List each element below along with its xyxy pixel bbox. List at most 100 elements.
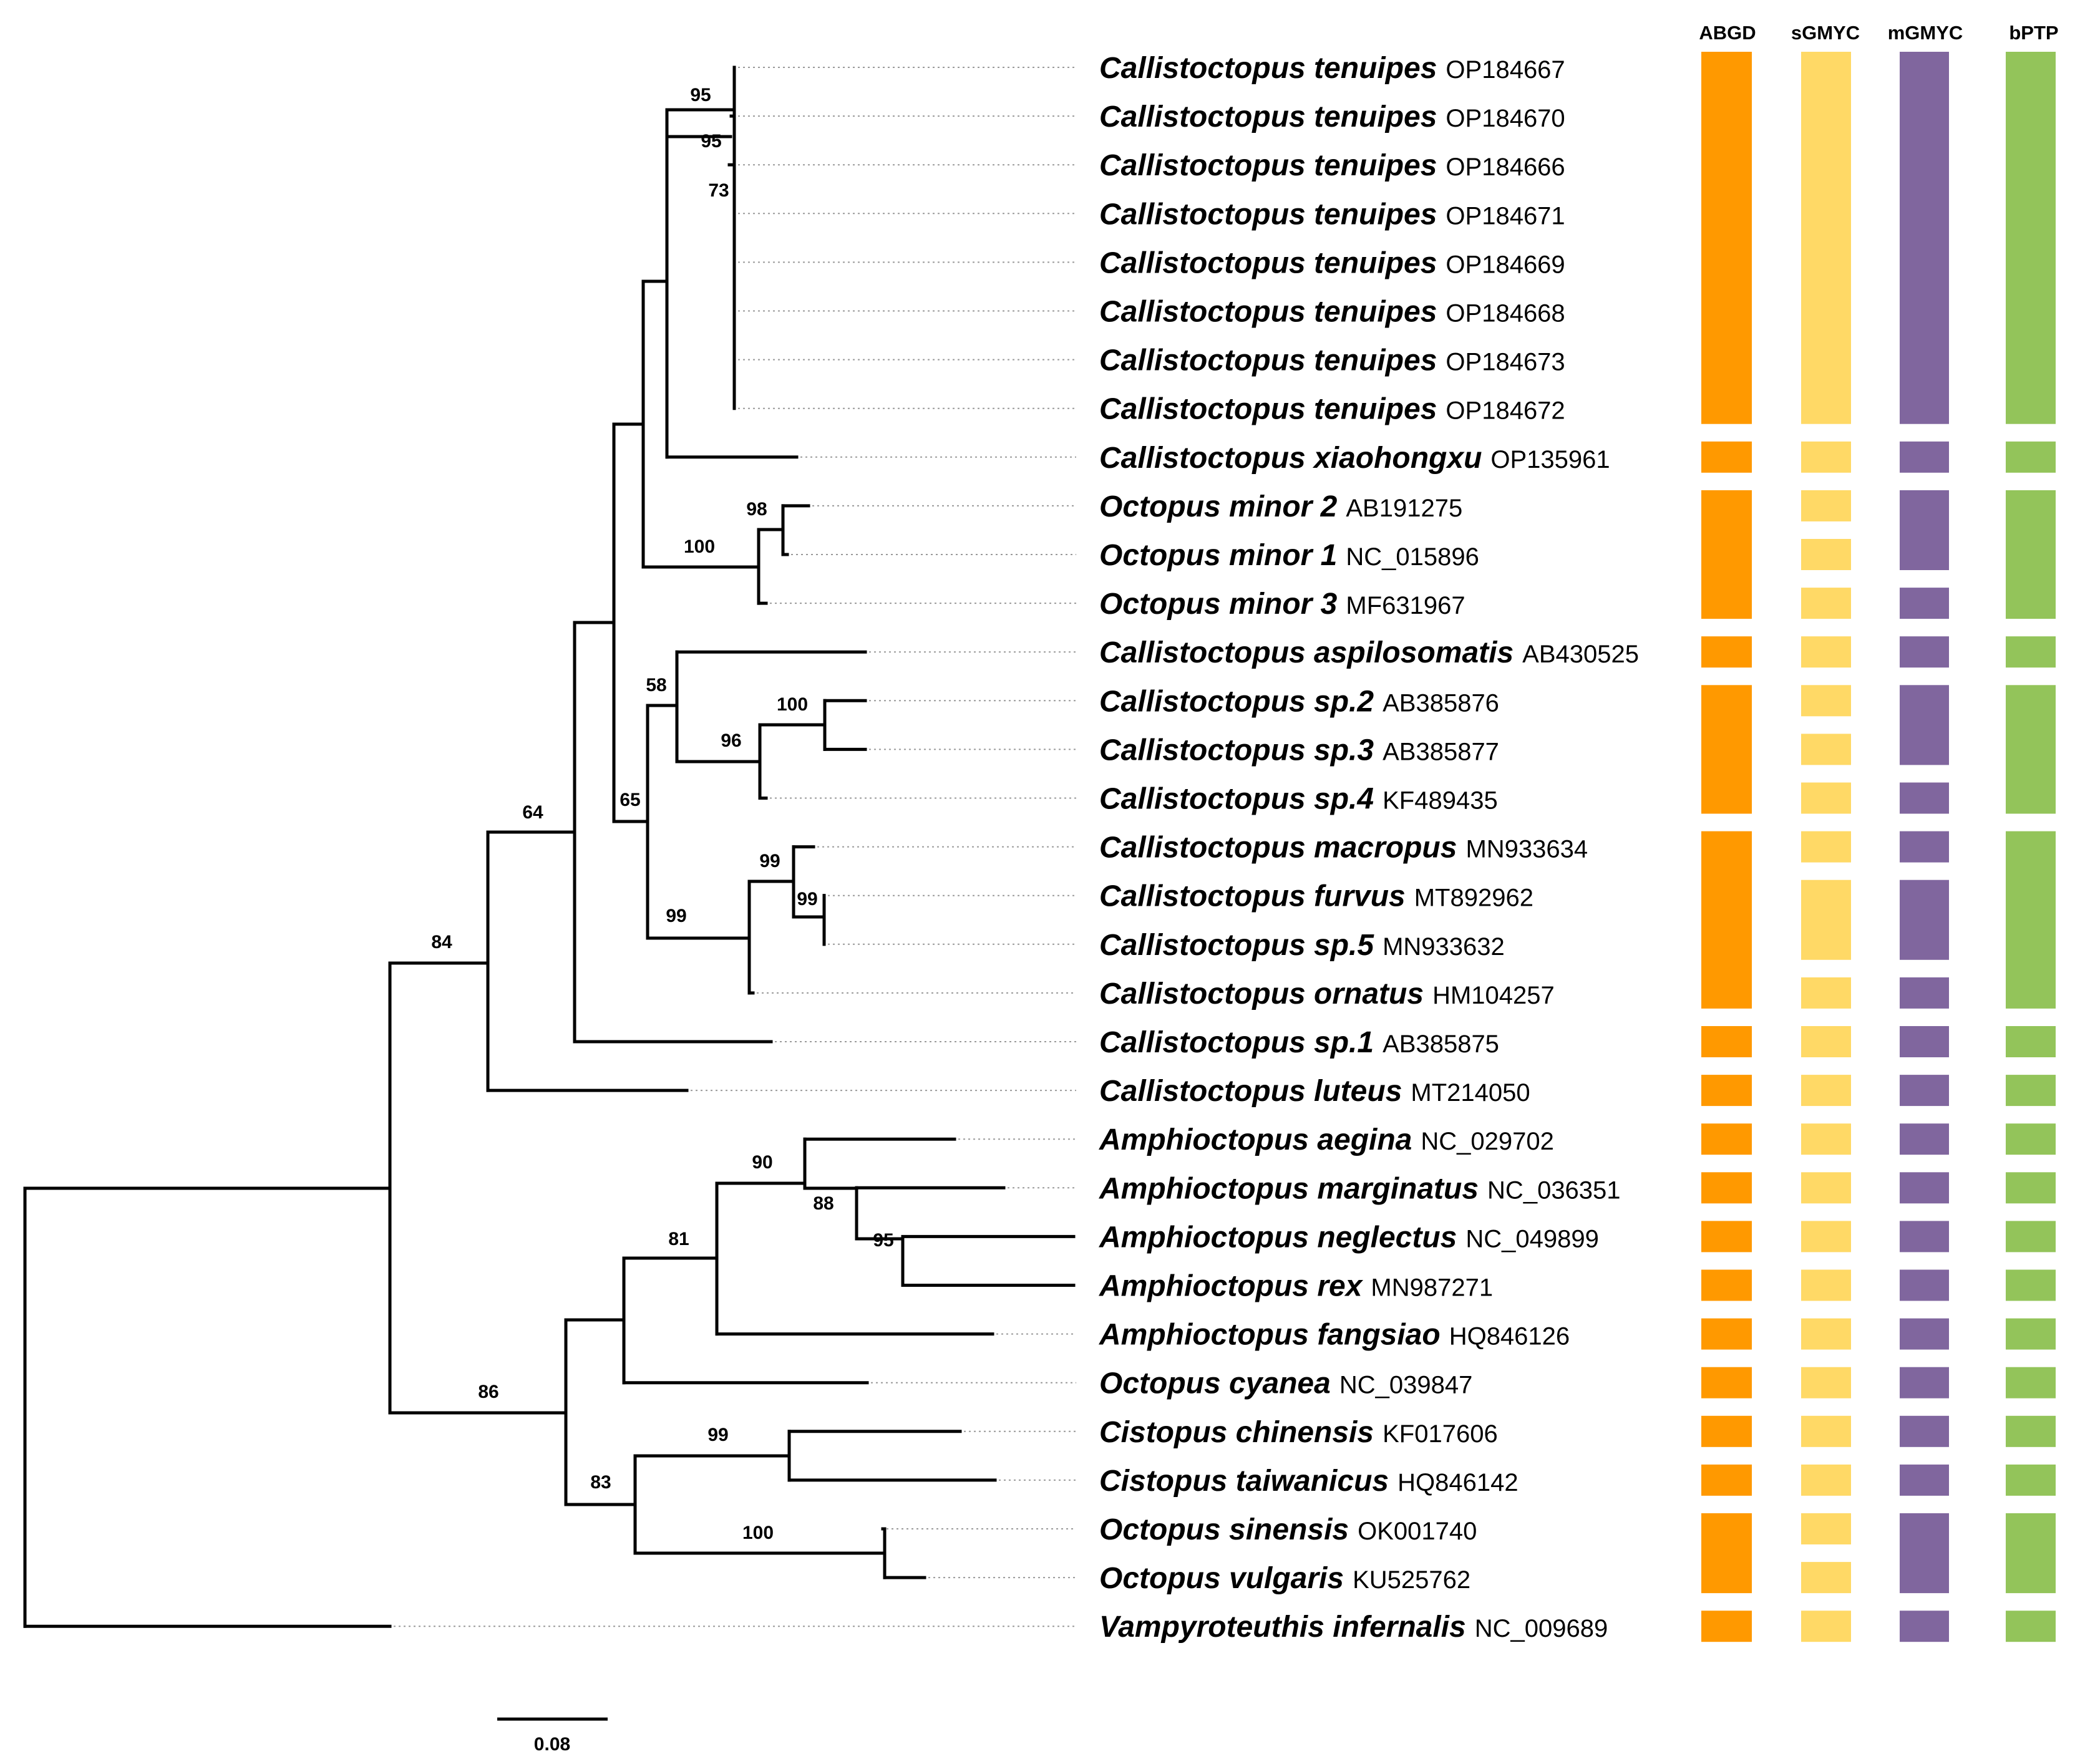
tip-species-name: Callistoctopus sp.5: [1099, 929, 1374, 962]
tip-accession: MF631967: [1346, 592, 1465, 619]
mgmyc-species-bar: [1900, 1172, 1949, 1204]
tip-species-name: Callistoctopus sp.4: [1099, 783, 1374, 816]
tip-accession: KF017606: [1383, 1420, 1498, 1448]
tip-species-name: Amphioctopus aegina: [1099, 1123, 1412, 1156]
sgmyc-species-bar: [1801, 636, 1851, 668]
tip-label: Amphioctopus marginatus NC_036351: [1099, 1172, 1621, 1205]
mgmyc-species-bar: [1900, 1513, 1949, 1594]
tip-accession: MN933632: [1383, 933, 1505, 961]
abgd-species-bar: [1701, 1026, 1752, 1057]
delimitation-bars: [1701, 52, 2056, 1642]
tip-species-name: Callistoctopus xiaohongxu: [1099, 442, 1482, 475]
tip-accession: OP184673: [1446, 349, 1565, 376]
tip-accession: HM104257: [1432, 982, 1555, 1009]
tip-label: Callistoctopus sp.5 MN933632: [1099, 929, 1505, 962]
tip-species-name: Callistoctopus tenuipes: [1099, 100, 1437, 133]
mgmyc-species-bar: [1900, 782, 1949, 814]
abgd-species-bar: [1701, 1415, 1752, 1447]
column-header-sgmyc: sGMYC: [1791, 22, 1860, 44]
tip-label: Callistoctopus tenuipes OP184668: [1099, 296, 1565, 329]
support-value: 84: [431, 932, 452, 952]
tip-species-name: Octopus minor 3: [1099, 588, 1338, 621]
support-value: 88: [813, 1193, 833, 1214]
sgmyc-species-bar: [1801, 831, 1851, 863]
tip-accession: AB191275: [1346, 495, 1462, 522]
bptp-species-bar: [2006, 441, 2056, 473]
tip-label: Callistoctopus sp.1 AB385875: [1099, 1026, 1499, 1059]
sgmyc-species-bar: [1801, 880, 1851, 960]
bptp-species-bar: [2006, 831, 2056, 1009]
support-value: 100: [684, 536, 715, 557]
support-value: 95: [701, 131, 721, 152]
mgmyc-species-bar: [1900, 1318, 1949, 1350]
sgmyc-species-bar: [1801, 782, 1851, 814]
sgmyc-species-bar: [1801, 1026, 1851, 1057]
tip-accession: OK001740: [1358, 1518, 1477, 1545]
mgmyc-species-bar: [1900, 1075, 1949, 1107]
mgmyc-species-bar: [1900, 52, 1949, 424]
tip-accession: AB385876: [1383, 689, 1499, 717]
tip-label: Amphioctopus rex MN987271: [1099, 1270, 1493, 1303]
tip-label: Callistoctopus xiaohongxu OP135961: [1099, 442, 1610, 475]
tip-accession: NC_039847: [1339, 1372, 1473, 1399]
tip-accession: HQ846142: [1397, 1469, 1518, 1496]
abgd-species-bar: [1701, 1611, 1752, 1642]
abgd-species-bar: [1701, 685, 1752, 814]
tip-label: Callistoctopus furvus MT892962: [1099, 880, 1533, 913]
sgmyc-species-bar: [1801, 490, 1851, 521]
abgd-species-bar: [1701, 1123, 1752, 1155]
tip-label: Callistoctopus aspilosomatis AB430525: [1099, 636, 1639, 669]
abgd-species-bar: [1701, 1075, 1752, 1107]
tip-accession: AB385877: [1383, 738, 1499, 765]
tip-accession: NC_036351: [1487, 1176, 1621, 1204]
tip-accession: NC_009689: [1475, 1615, 1608, 1642]
bptp-species-bar: [2006, 1075, 2056, 1107]
support-value: 100: [742, 1523, 774, 1543]
sgmyc-species-bar: [1801, 441, 1851, 473]
tip-label: Cistopus taiwanicus HQ846142: [1099, 1465, 1519, 1498]
bptp-species-bar: [2006, 1123, 2056, 1155]
bptp-species-bar: [2006, 1026, 2056, 1057]
abgd-species-bar: [1701, 1318, 1752, 1350]
tip-label: Amphioctopus fangsiao HQ846126: [1099, 1319, 1570, 1352]
tip-species-name: Amphioctopus fangsiao: [1099, 1319, 1441, 1352]
tip-species-name: Vampyroteuthis infernalis: [1099, 1611, 1466, 1644]
support-value: 64: [522, 802, 543, 823]
tip-label: Callistoctopus macropus MN933634: [1099, 831, 1588, 865]
tip-label: Octopus minor 2 AB191275: [1099, 490, 1462, 523]
bptp-species-bar: [2006, 1318, 2056, 1350]
tip-accession: OP184667: [1446, 56, 1565, 84]
tip-accession: MN933634: [1465, 836, 1588, 863]
tip-accession: HQ846126: [1449, 1323, 1570, 1350]
abgd-species-bar: [1701, 1367, 1752, 1398]
bptp-species-bar: [2006, 1172, 2056, 1204]
tip-label: Callistoctopus luteus MT214050: [1099, 1075, 1530, 1108]
tip-accession: AB385875: [1383, 1030, 1499, 1058]
mgmyc-species-bar: [1900, 1611, 1949, 1642]
tip-label: Callistoctopus sp.4 KF489435: [1099, 783, 1498, 816]
abgd-species-bar: [1701, 441, 1752, 473]
abgd-species-bar: [1701, 1269, 1752, 1301]
tip-label: Octopus minor 3 MF631967: [1099, 588, 1465, 621]
sgmyc-species-bar: [1801, 977, 1851, 1009]
sgmyc-species-bar: [1801, 1269, 1851, 1301]
bptp-species-bar: [2006, 1464, 2056, 1496]
bptp-species-bar: [2006, 636, 2056, 668]
mgmyc-species-bar: [1900, 490, 1949, 570]
support-value: 73: [708, 180, 729, 201]
tip-label: Octopus sinensis OK001740: [1099, 1513, 1477, 1546]
tip-species-name: Callistoctopus tenuipes: [1099, 393, 1437, 426]
bptp-species-bar: [2006, 1415, 2056, 1447]
bptp-species-bar: [2006, 1367, 2056, 1398]
sgmyc-species-bar: [1801, 685, 1851, 717]
tip-label: Callistoctopus tenuipes OP184672: [1099, 393, 1565, 426]
sgmyc-species-bar: [1801, 1611, 1851, 1642]
bptp-species-bar: [2006, 1221, 2056, 1253]
sgmyc-species-bar: [1801, 539, 1851, 570]
support-value: 81: [668, 1229, 689, 1249]
tip-species-name: Octopus minor 2: [1099, 490, 1338, 523]
mgmyc-species-bar: [1900, 1464, 1949, 1496]
tip-label: Callistoctopus tenuipes OP184669: [1099, 246, 1565, 279]
tip-leader-lines: [394, 67, 1076, 1627]
abgd-species-bar: [1701, 1464, 1752, 1496]
